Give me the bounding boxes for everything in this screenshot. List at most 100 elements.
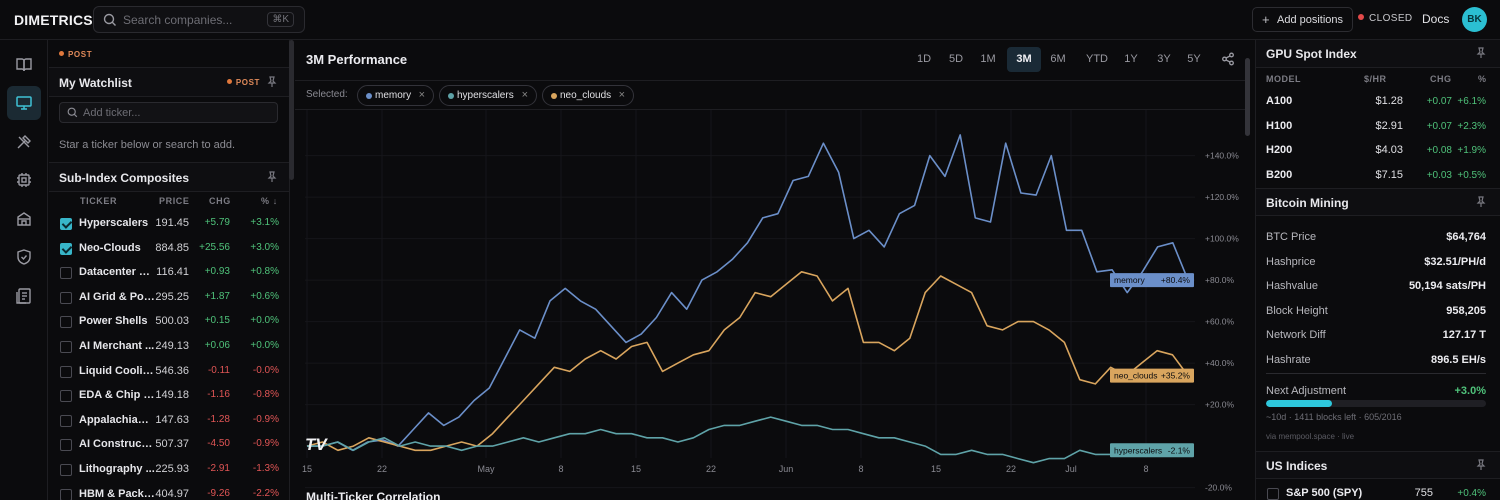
tools-icon[interactable] [7, 125, 41, 159]
close-icon[interactable]: × [418, 89, 425, 101]
monitor-icon[interactable] [7, 86, 41, 120]
pin-icon[interactable] [1475, 47, 1487, 59]
table-row[interactable]: Liquid Cooling 546.36 -0.11 -0.0% [49, 360, 289, 384]
range-5d[interactable]: 5D [948, 53, 964, 65]
gpu-row[interactable]: B200 $7.15 +0.03 +0.5% [1256, 164, 1500, 188]
row-checkbox[interactable] [60, 316, 72, 329]
y-tick-label: +20.0% [1205, 400, 1235, 410]
x-tick-label: 15 [931, 464, 941, 474]
row-checkbox[interactable] [60, 218, 72, 230]
add-positions-button[interactable]: + Add positions [1252, 7, 1353, 32]
book-icon[interactable] [7, 48, 41, 82]
bitcoin-stat-row: Hashprice $32.51/PH/d [1256, 251, 1500, 275]
range-3m[interactable]: 3M [1007, 47, 1041, 72]
watchlist-scrollbar[interactable] [289, 40, 294, 180]
share-icon[interactable] [1221, 52, 1235, 66]
ticker-chg: +0.06 [204, 340, 230, 351]
range-1y[interactable]: 1Y [1124, 53, 1138, 65]
x-tick-label: 8 [1143, 464, 1148, 474]
index-checkbox[interactable] [1267, 488, 1279, 500]
close-icon[interactable]: × [521, 89, 528, 101]
next-adjustment-row: Next Adjustment +3.0% [1256, 380, 1500, 404]
pin-icon[interactable] [1475, 196, 1487, 208]
table-row[interactable]: AI Constructi... 507.37 -4.50 -0.9% [49, 433, 289, 457]
row-checkbox[interactable] [60, 242, 72, 255]
table-row[interactable]: Datacenter R... 116.41 +0.93 +0.8% [49, 261, 289, 285]
add-ticker-input[interactable]: Add ticker... [59, 102, 278, 123]
index-price: 755 [1414, 487, 1433, 499]
row-checkbox[interactable] [60, 488, 72, 500]
pin-icon[interactable] [266, 171, 278, 183]
stat-value: 896.5 EH/s [1430, 354, 1486, 366]
row-checkbox[interactable] [60, 365, 72, 378]
table-row[interactable]: EDA & Chip D... 149.18 -1.16 -0.8% [49, 384, 289, 408]
y-tick-label: +120.0% [1205, 192, 1239, 202]
col-pct[interactable]: % ↓ [261, 196, 278, 206]
stat-label: Hashvalue [1266, 280, 1318, 293]
series-chip-neo_clouds[interactable]: neo_clouds × [542, 85, 634, 106]
gpu-col-model: MODEL [1266, 74, 1301, 84]
stat-value: 50,194 sats/PH [1408, 280, 1486, 293]
ticker-pct: -1.3% [252, 463, 279, 474]
range-3y[interactable]: 3Y [1157, 53, 1171, 65]
gpu-chg: +0.08 [1426, 145, 1452, 156]
table-row[interactable]: Lithography ... 225.93 -2.91 -1.3% [49, 458, 289, 482]
range-ytd[interactable]: YTD [1086, 53, 1108, 65]
avatar[interactable]: BK [1462, 7, 1487, 32]
ticker-chg: -1.28 [207, 413, 230, 425]
table-row[interactable]: Neo-Clouds 884.85 +25.56 +3.0% [49, 237, 289, 261]
chip-icon[interactable] [7, 163, 41, 197]
row-checkbox[interactable] [60, 291, 72, 304]
correlation-title: Multi-Ticker Correlation [306, 490, 441, 500]
row-checkbox[interactable] [60, 390, 72, 403]
gpu-row[interactable]: H100 $2.91 +0.07 +2.3% [1256, 115, 1500, 139]
range-6m[interactable]: 6M [1050, 53, 1066, 65]
main-scrollbar[interactable] [1245, 58, 1250, 136]
table-row[interactable]: Power Shells 500.03 +0.15 +0.0% [49, 310, 289, 334]
ticker-name: Liquid Cooling [79, 364, 155, 377]
close-icon[interactable]: × [618, 89, 625, 101]
stat-label: Hashrate [1266, 354, 1311, 366]
col-price[interactable]: PRICE [159, 196, 190, 206]
performance-chart[interactable]: 15 22 May 8 15 22 Jun 8 15 22 Jul 8 +140.0% +120.0% +1… [295, 110, 1250, 500]
gpu-row[interactable]: H200 $4.03 +0.08 +1.9% [1256, 139, 1500, 163]
range-1d[interactable]: 1D [916, 53, 932, 65]
ticker-name: Datacenter R... [79, 266, 155, 279]
table-row[interactable]: Appalachian ... 147.63 -1.28 -0.9% [49, 409, 289, 433]
table-row[interactable]: Hyperscalers 191.45 +5.79 +3.1% [49, 212, 289, 236]
gpu-row[interactable]: A100 $1.28 +0.07 +6.1% [1256, 90, 1500, 114]
col-ticker[interactable]: TICKER [80, 196, 118, 206]
gpu-col-pct: % [1478, 74, 1487, 84]
watchlist-badge-text: POST [235, 78, 260, 87]
company-search[interactable]: Search companies... ⌘K [93, 6, 305, 33]
document-icon[interactable] [7, 279, 41, 313]
docs-link[interactable]: Docs [1422, 12, 1450, 26]
ticker-chg: +25.56 [199, 241, 230, 253]
table-row[interactable]: AI Grid & Pow... 295.25 +1.87 +0.6% [49, 286, 289, 310]
row-checkbox[interactable] [60, 267, 72, 280]
ticker-pct: -0.8% [252, 389, 279, 401]
series-chip-memory[interactable]: memory × [357, 85, 434, 106]
col-chg[interactable]: CHG [209, 196, 231, 206]
series-chip-hyperscalers[interactable]: hyperscalers × [439, 85, 537, 106]
range-1m[interactable]: 1M [980, 53, 996, 65]
shield-icon[interactable] [7, 240, 41, 274]
series-end-value: +80.4% [1161, 275, 1191, 285]
ticker-price: 149.18 [155, 389, 189, 402]
building-icon[interactable] [7, 202, 41, 236]
ticker-pct: +0.6% [250, 290, 279, 302]
range-5y[interactable]: 5Y [1187, 53, 1201, 65]
table-row[interactable]: HBM & Packa... 404.97 -9.26 -2.2% [49, 483, 289, 500]
bitcoin-stat-row: BTC Price $64,764 [1256, 226, 1500, 250]
y-tick-label: +40.0% [1205, 358, 1235, 368]
app-logo[interactable]: DIMETRICS [14, 12, 93, 28]
table-row[interactable]: AI Merchant ... 249.13 +0.06 +0.0% [49, 335, 289, 359]
row-checkbox[interactable] [60, 464, 72, 476]
index-row[interactable]: S&P 500 (SPY) 755 +0.4% [1256, 483, 1500, 500]
row-checkbox[interactable] [60, 341, 72, 353]
pin-icon[interactable] [266, 76, 278, 88]
pin-icon[interactable] [1475, 459, 1487, 471]
row-checkbox[interactable] [60, 414, 72, 427]
series-end-name: neo_clouds [1114, 371, 1157, 381]
row-checkbox[interactable] [60, 439, 72, 452]
